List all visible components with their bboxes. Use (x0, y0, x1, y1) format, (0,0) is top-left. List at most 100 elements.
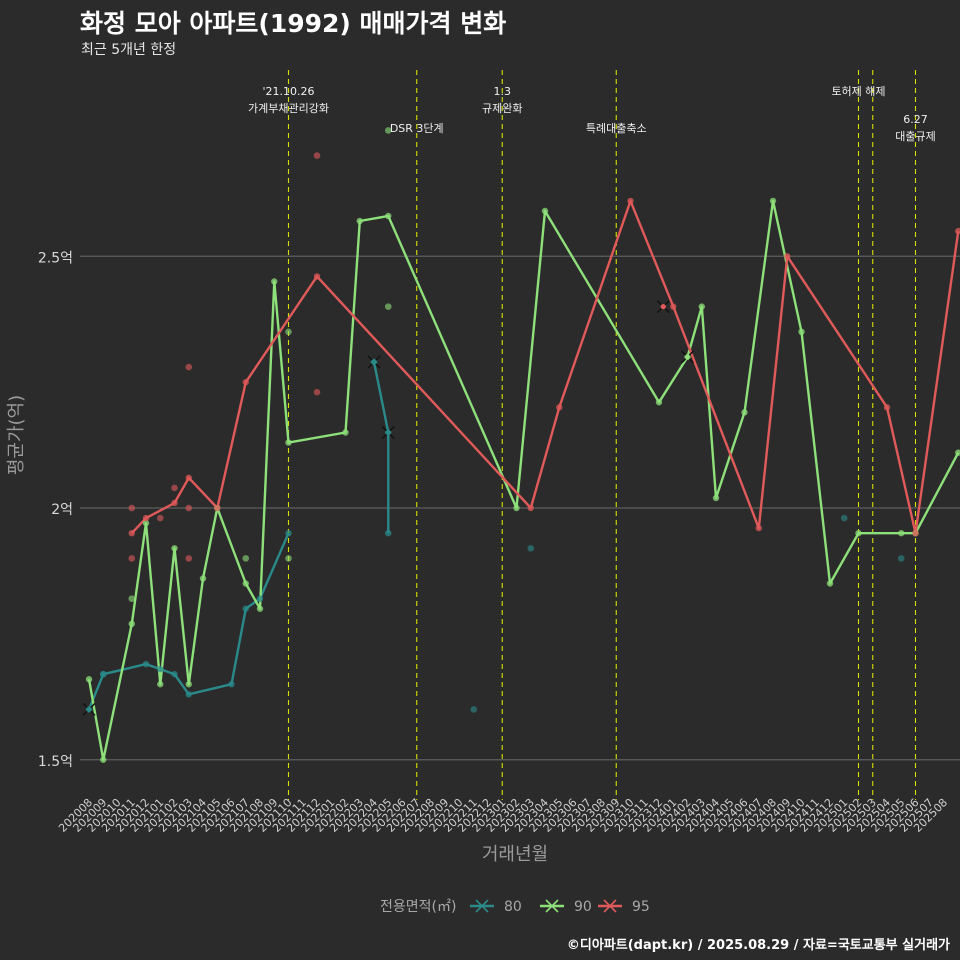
legend-item-90: 90 (540, 899, 592, 915)
data-point (171, 499, 178, 507)
data-point (883, 404, 891, 411)
svg-text:90: 90 (574, 899, 592, 915)
data-point (898, 529, 905, 537)
series-lines (87, 199, 960, 761)
y-axis-title: 평균가(억) (6, 395, 27, 475)
y-tick-label: 2억 (51, 502, 73, 518)
svg-text:80: 80 (504, 899, 522, 915)
data-point (285, 439, 292, 446)
data-point (142, 660, 150, 668)
data-point (755, 524, 762, 532)
data-point (698, 303, 705, 310)
data-point (171, 670, 178, 678)
policy-annotation: '21.10.26 (262, 85, 314, 98)
data-point (769, 197, 777, 205)
grid-lines (80, 255, 960, 761)
series-line-80 (87, 532, 290, 710)
data-point (228, 681, 235, 688)
data-point (342, 429, 349, 436)
data-point (256, 605, 264, 612)
policy-annotation: 1.3 (494, 85, 512, 98)
series-line-90 (87, 199, 960, 761)
data-point (128, 529, 135, 537)
scatter-point (185, 555, 193, 562)
cross-marker (82, 702, 96, 716)
scatter-point (285, 555, 292, 562)
scatter-point (384, 127, 392, 134)
cross-marker (367, 355, 381, 369)
data-point (157, 681, 164, 688)
data-point (855, 529, 862, 537)
scatter-point (840, 514, 848, 522)
policy-annotation: 대출규제 (895, 130, 935, 143)
data-point (271, 278, 278, 285)
x-tick-labels: 2020082020092020102020112020122021012021… (56, 796, 950, 835)
y-tick-label: 1.5억 (38, 754, 73, 770)
policy-annotation: 규제완화 (482, 102, 522, 115)
data-point (128, 620, 135, 628)
scatter-point (171, 484, 178, 492)
data-point (798, 328, 805, 336)
data-point (142, 514, 150, 522)
scatter-point (384, 303, 392, 310)
chart-title: 화정 모아 아파트(1992) 매매가격 변화 (80, 9, 507, 38)
data-point (256, 595, 264, 602)
data-point (313, 273, 321, 280)
data-point (541, 207, 549, 215)
scatter-point (128, 555, 136, 562)
data-point (100, 756, 107, 763)
policy-lines (287, 70, 917, 800)
data-point (655, 399, 663, 406)
data-point (385, 212, 392, 220)
data-point (214, 504, 221, 512)
data-point (199, 575, 207, 582)
data-point (242, 605, 249, 612)
scatter-point (285, 328, 292, 336)
data-point (712, 494, 720, 502)
policy-annotation: 특례대출축소 (586, 122, 647, 135)
y-tick-label: 2.5억 (38, 250, 73, 266)
scatter-point (313, 152, 321, 159)
data-point (242, 580, 249, 587)
data-point (741, 409, 748, 416)
scatter-point (470, 706, 478, 713)
policy-annotation: 6.27 (903, 113, 928, 126)
data-point (912, 529, 919, 537)
chart-subtitle: 최근 5개년 한정 (81, 42, 177, 58)
data-point (185, 474, 192, 482)
data-point (185, 691, 192, 698)
data-point (185, 681, 192, 688)
data-points (82, 127, 960, 763)
scatter-point (185, 363, 193, 371)
data-point (171, 545, 178, 552)
data-point (784, 253, 791, 260)
data-point (285, 529, 292, 537)
scatter-point (128, 504, 136, 512)
data-point (527, 504, 534, 512)
cross-marker (656, 300, 670, 314)
scatter-point (313, 388, 321, 396)
legend-title: 전용면적(㎡) (380, 899, 456, 915)
cross-marker (681, 350, 694, 364)
legend-item-95: 95 (598, 899, 650, 915)
scatter-point (897, 555, 905, 562)
scatter-point (242, 555, 250, 562)
data-point (627, 197, 634, 205)
data-point (670, 303, 677, 310)
svg-text:95: 95 (632, 899, 650, 915)
source-caption: ©디아파트(dapt.kr) / 2025.08.29 / 자료=국토교통부 실… (566, 938, 950, 953)
data-point (513, 504, 520, 512)
policy-annotation: 가계부채관리강화 (248, 102, 329, 115)
cross-marker (381, 426, 395, 439)
data-point (242, 378, 249, 386)
policy-annotation: DSR 3단계 (390, 122, 444, 135)
policy-annotation: 토허제 해제 (831, 84, 885, 98)
scatter-point (99, 670, 107, 678)
data-point (157, 665, 164, 673)
data-point (356, 217, 363, 225)
data-point (955, 449, 960, 456)
scatter-point (128, 595, 136, 602)
scatter-point (185, 504, 193, 512)
data-point (85, 676, 93, 683)
